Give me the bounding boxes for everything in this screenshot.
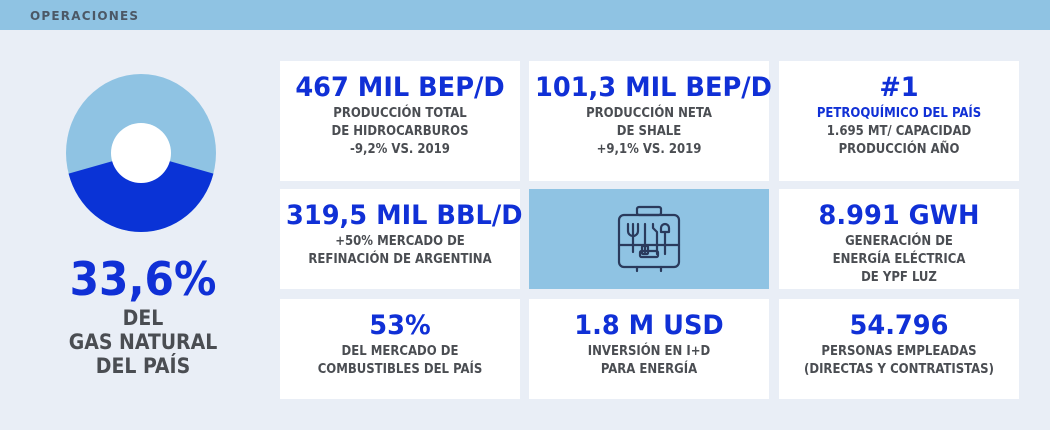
- card-value: 101,3 MIL BEP/D: [535, 72, 772, 103]
- card-description: PRODUCCIÓN NETA DE SHALE +9,1% VS. 2019: [586, 106, 712, 157]
- card-description: 1.695 MT/ CAPACIDAD PRODUCCIÓN AÑO: [826, 124, 972, 157]
- gas-share-description: DEL GAS NATURAL DEL PAÍS: [68, 306, 218, 378]
- section-title: OPERACIONES: [30, 9, 140, 23]
- card-description: PERSONAS EMPLEADAS (DIRECTAS Y CONTRATIS…: [804, 344, 994, 377]
- card-description: DEL MERCADO DE COMBUSTIBLES DEL PAÍS: [317, 344, 483, 377]
- gas-share-donut: [66, 74, 216, 232]
- section-header: OPERACIONES: [0, 0, 1050, 30]
- card-value: 8.991 GWH: [818, 200, 980, 231]
- donut-highlight-segment: [68, 153, 214, 232]
- gas-share-value: 33,6%: [69, 252, 217, 306]
- gas-share-stat: 33,6% DEL GAS NATURAL DEL PAÍS: [30, 254, 256, 378]
- card-value: 319,5 MIL BBL/D: [286, 200, 523, 231]
- toolbox-tile: [529, 189, 769, 289]
- card-value: #1: [879, 72, 919, 103]
- card-refining: 319,5 MIL BBL/D +50% MERCADO DE REFINACI…: [280, 189, 523, 289]
- toolbox-icon: [617, 205, 681, 273]
- donut-hole: [111, 123, 171, 183]
- card-petrochemical: #1 PETROQUÍMICO DEL PAÍS 1.695 MT/ CAPAC…: [779, 61, 1019, 181]
- card-description: INVERSIÓN EN I+D PARA ENERGÍA: [587, 344, 711, 377]
- card-description: +50% MERCADO DE REFINACIÓN DE ARGENTINA: [308, 234, 492, 267]
- card-description: PRODUCCIÓN TOTAL DE HIDROCARBUROS -9,2% …: [331, 106, 469, 157]
- card-fuel-market: 53% DEL MERCADO DE COMBUSTIBLES DEL PAÍS: [280, 299, 520, 399]
- card-employees: 54.796 PERSONAS EMPLEADAS (DIRECTAS Y CO…: [779, 299, 1019, 399]
- card-power-generation: 8.991 GWH GENERACIÓN DE ENERGÍA ELÉCTRIC…: [779, 189, 1019, 289]
- card-value: 53%: [369, 310, 431, 341]
- card-value: 467 MIL BEP/D: [295, 72, 505, 103]
- card-production-total: 467 MIL BEP/D PRODUCCIÓN TOTAL DE HIDROC…: [280, 61, 520, 181]
- card-highlight: PETROQUÍMICO DEL PAÍS: [816, 106, 982, 121]
- card-value: 54.796: [849, 310, 949, 341]
- card-shale-production: 101,3 MIL BEP/D PRODUCCIÓN NETA DE SHALE…: [529, 61, 772, 181]
- card-value: 1.8 M USD: [574, 310, 724, 341]
- card-description: GENERACIÓN DE ENERGÍA ELÉCTRICA DE YPF L…: [832, 234, 966, 285]
- card-rd-investment: 1.8 M USD INVERSIÓN EN I+D PARA ENERGÍA: [529, 299, 769, 399]
